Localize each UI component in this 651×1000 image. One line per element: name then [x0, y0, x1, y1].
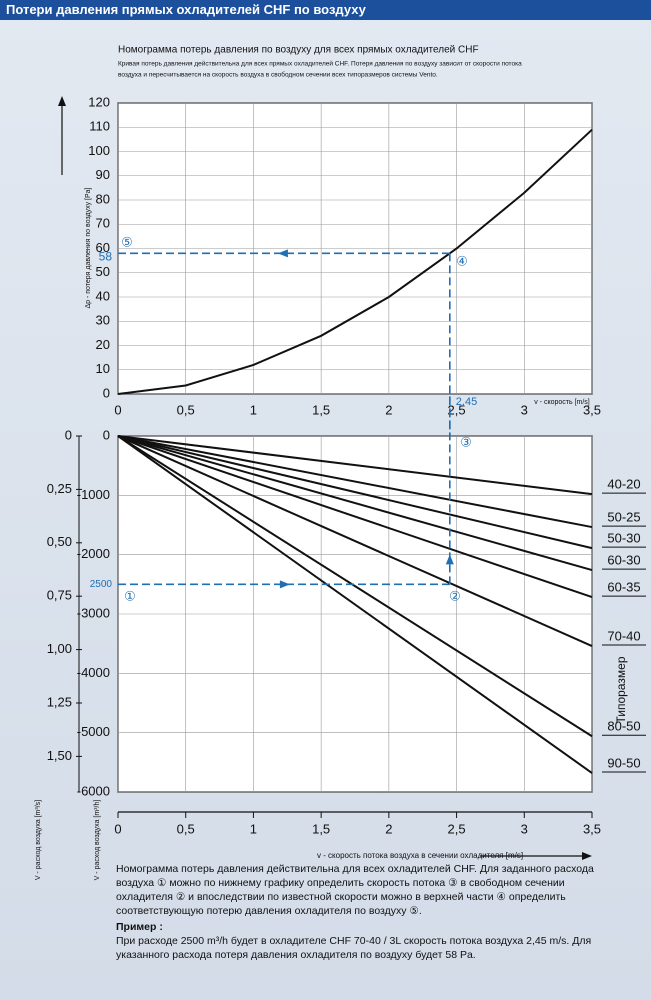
x-tick-label: 2 [385, 821, 392, 836]
y2-tick-label: 0,25 [47, 481, 72, 496]
x-tick-label: 1 [250, 821, 257, 836]
series-line [117, 435, 593, 496]
x-tick-label: 3,5 [583, 402, 601, 417]
step-marker: ② [449, 588, 461, 603]
x-axis-label: v - скорость потока воздуха в сечении ох… [317, 851, 523, 860]
legend-label: 80-50 [607, 719, 640, 734]
y-tick-label: 20 [96, 337, 110, 352]
x-tick-label: 2,5 [448, 821, 466, 836]
y2-tick-label: 0,75 [47, 588, 72, 603]
x-tick-label: 3 [521, 402, 528, 417]
y-axis-label: V - расход воздуха [m³/h] [94, 800, 101, 881]
legend-title: Типоразмер [614, 656, 628, 723]
series-line [117, 435, 593, 529]
series-line [117, 435, 593, 647]
y-tick-label: -5000 [77, 724, 110, 739]
y-tick-label: 110 [89, 119, 110, 134]
y-tick-label: 80 [96, 191, 110, 206]
y-tick-label: 70 [96, 216, 110, 231]
y-tick-label: 60 [96, 240, 110, 255]
reference-y-label: 2500 [90, 579, 113, 590]
x-tick-label: 0,5 [177, 402, 195, 417]
curve [117, 128, 593, 395]
series-line [117, 435, 593, 572]
y-tick-label: -1000 [77, 487, 110, 502]
header-title: Потери давления прямых охладителей CHF п… [0, 0, 651, 20]
y-tick-label: 0 [103, 427, 110, 442]
reference-y-label: 58 [99, 250, 113, 264]
arrow-head [58, 96, 66, 106]
step-marker: ① [124, 588, 136, 603]
example-title: Пример : [116, 921, 163, 933]
x-tick-label: 3,5 [583, 821, 601, 836]
chart-subtitle: воздуха и пересчитывается на скорость во… [118, 71, 438, 79]
chart-title: Номограмма потерь давления по воздуху дл… [118, 45, 479, 56]
x-tick-label: 2 [385, 402, 392, 417]
arrow-head [279, 580, 290, 589]
x-tick-label: 0 [114, 402, 121, 417]
x-axis-label: v - скорость [m/s] [534, 399, 590, 406]
y2-tick-label: 1,25 [47, 694, 72, 709]
step-marker: ④ [456, 253, 468, 268]
example-text: При расходе 2500 m³/h будет в охладителе… [116, 935, 592, 961]
y-tick-label: 120 [88, 94, 110, 109]
y2-axis-label: V - расход воздуха [m³/s] [35, 800, 42, 880]
x-tick-label: 1 [250, 402, 257, 417]
y2-tick-label: 0 [65, 427, 72, 442]
x-tick-label: 1,5 [312, 821, 330, 836]
x-tick-label: 2,5 [448, 402, 466, 417]
chart-subtitle: Кривая потерь давления действительна для… [118, 60, 522, 68]
legend-label: 40-20 [607, 477, 640, 492]
arrow-head [277, 249, 288, 258]
series-line [117, 435, 593, 738]
arrow-head [445, 554, 454, 565]
legend-label: 60-35 [607, 580, 640, 595]
reference-x-label: 2,45 [456, 396, 477, 408]
y2-tick-label: 1,00 [47, 641, 72, 656]
x-tick-label: 0,5 [177, 821, 195, 836]
x-tick-label: 3 [521, 821, 528, 836]
legend-label: 50-30 [607, 531, 640, 546]
y-tick-label: -6000 [77, 783, 110, 798]
series-line [117, 435, 593, 774]
y-tick-label: 30 [96, 313, 110, 328]
y-tick-label: 100 [88, 143, 110, 158]
arrow-head [582, 852, 592, 860]
footer-text: Номограмма потерь давления действительна… [116, 863, 594, 917]
step-marker: ⑤ [121, 234, 133, 249]
x-tick-label: 0 [114, 821, 121, 836]
y-tick-label: 0 [103, 385, 110, 400]
y-tick-label: -2000 [77, 546, 110, 561]
legend-label: 70-40 [607, 628, 640, 643]
y2-tick-label: 1,50 [47, 748, 72, 763]
y-tick-label: -4000 [77, 665, 110, 680]
footer: Номограмма потерь давления действительна… [116, 862, 608, 962]
y2-tick-label: 0,50 [47, 534, 72, 549]
y-axis-label: Δp - потеря давления по воздуху [Pa] [85, 187, 92, 308]
series-line [117, 435, 593, 550]
y-tick-label: 10 [96, 361, 110, 376]
y-tick-label: 40 [96, 288, 110, 303]
legend-label: 90-50 [607, 755, 640, 770]
x-tick-label: 1,5 [312, 402, 330, 417]
legend-label: 60-30 [607, 553, 640, 568]
y-tick-label: -3000 [77, 605, 110, 620]
legend-label: 50-25 [607, 510, 640, 525]
y-tick-label: 90 [96, 167, 110, 182]
series-line [117, 435, 593, 599]
step-marker: ③ [460, 434, 472, 449]
y-tick-label: 50 [96, 264, 110, 279]
